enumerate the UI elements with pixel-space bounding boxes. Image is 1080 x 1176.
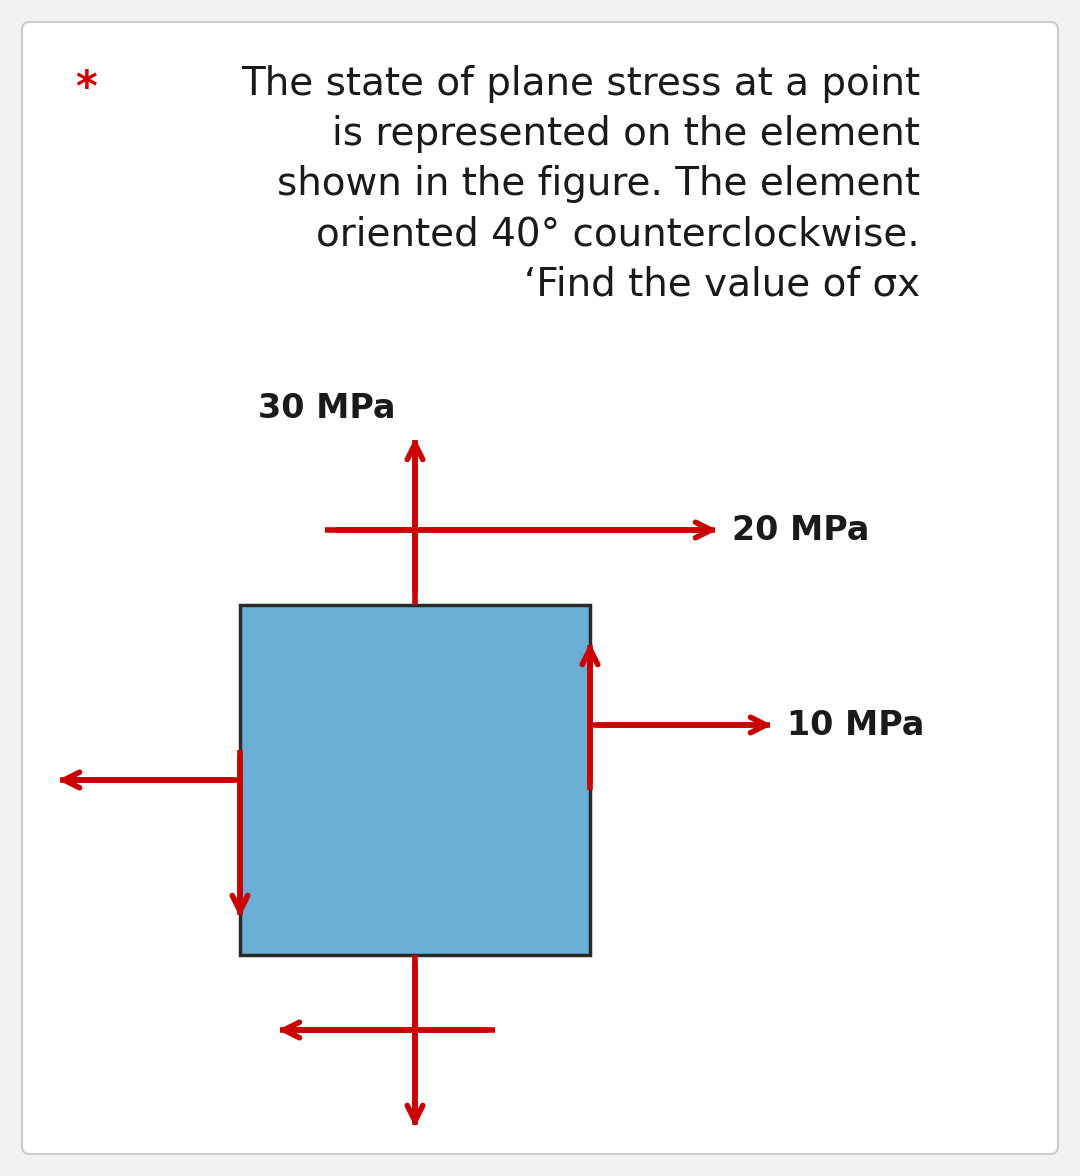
Text: oriented 40° counterclockwise.: oriented 40° counterclockwise. <box>316 215 920 253</box>
Text: 20 MPa: 20 MPa <box>732 514 869 547</box>
Text: The state of plane stress at a point: The state of plane stress at a point <box>241 65 920 103</box>
Text: 30 MPa: 30 MPa <box>257 392 395 425</box>
FancyBboxPatch shape <box>22 22 1058 1154</box>
Text: *: * <box>75 68 97 111</box>
Bar <box>240 604 590 955</box>
Text: shown in the figure. The element: shown in the figure. The element <box>276 165 920 203</box>
Text: 10 MPa: 10 MPa <box>787 708 924 742</box>
Text: ‘Find the value of σx: ‘Find the value of σx <box>524 265 920 303</box>
Text: is represented on the element: is represented on the element <box>333 115 920 153</box>
